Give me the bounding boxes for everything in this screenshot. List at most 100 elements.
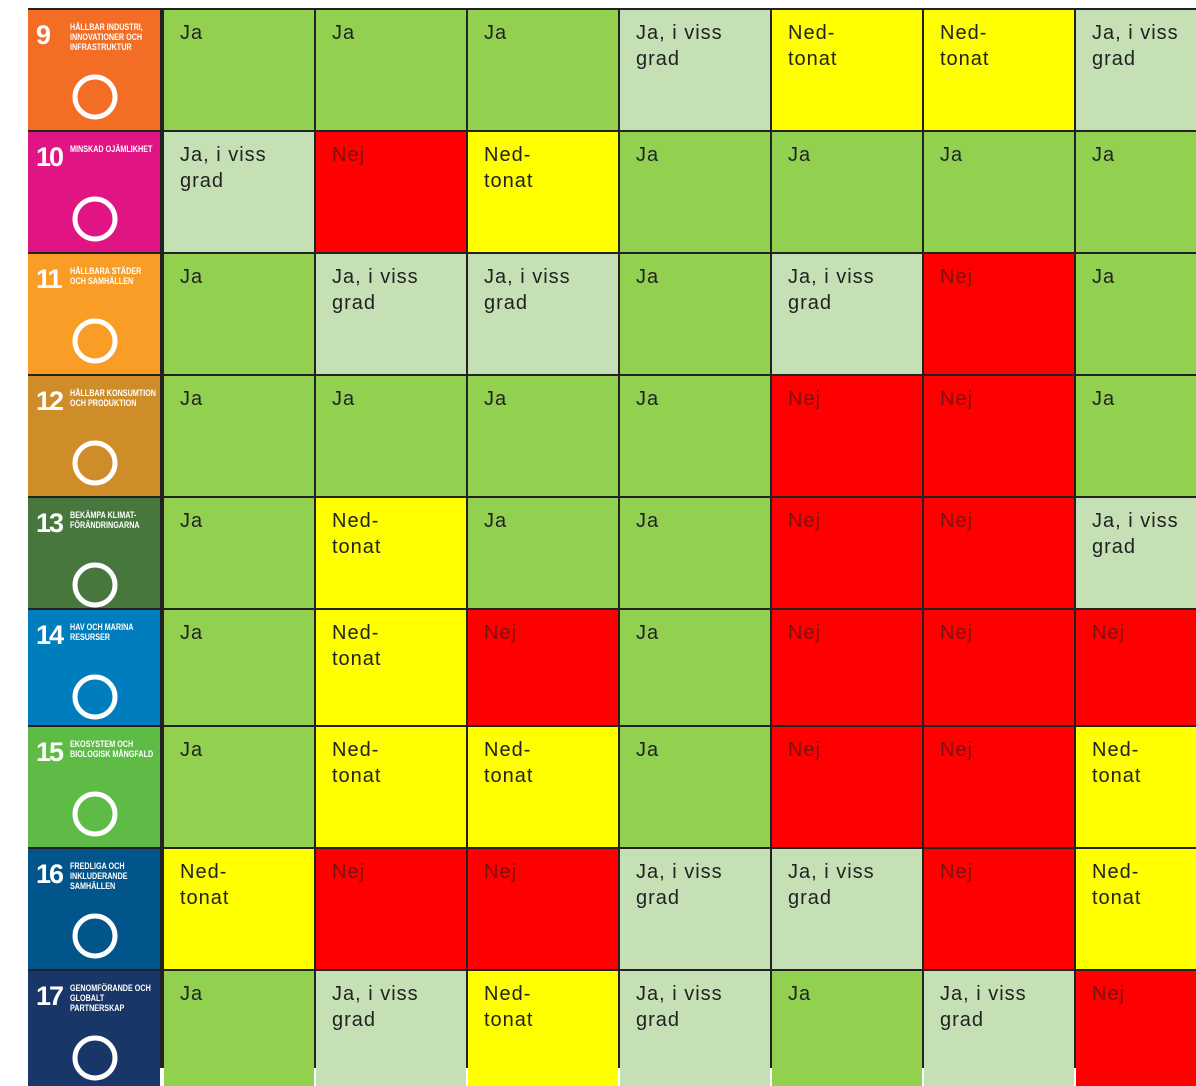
rating-cell: Ned- tonat — [772, 10, 922, 130]
goal-icon — [72, 791, 118, 837]
goal-number: 11 — [36, 264, 63, 294]
goal-number: 16 — [36, 859, 64, 889]
rating-cell: Nej — [468, 849, 618, 969]
goal-icon — [72, 74, 118, 120]
goal-tile: 16 FREDLIGA OCH INKLUDERANDE SAMHÄLLEN — [28, 849, 160, 969]
goal-number: 13 — [36, 508, 64, 538]
goal-number: 12 — [36, 386, 64, 416]
rating-cell: Ned- tonat — [316, 727, 466, 847]
rating-cell: Ja, i viss grad — [620, 971, 770, 1086]
goal-tile: 10 MINSKAD OJÄMLIKHET — [28, 132, 160, 252]
rating-cell: Ja — [620, 254, 770, 374]
rating-cell: Ja, i viss grad — [1076, 10, 1196, 130]
rating-cell: Ja, i viss grad — [316, 971, 466, 1086]
rating-cell: Nej — [924, 254, 1074, 374]
goal-title: BEKÄMPA KLIMAT-FÖRÄNDRINGARNA — [70, 510, 140, 530]
goal-icon — [72, 440, 118, 486]
goal-tile: 9 HÅLLBAR INDUSTRI, INNOVATIONER OCH INFR… — [28, 10, 160, 130]
goal-number: 9 — [36, 20, 51, 50]
goal-number: 10 — [36, 142, 64, 172]
goal-tile: 14 HAV OCH MARINA RESURSER — [28, 610, 160, 725]
goal-icon — [72, 1035, 118, 1081]
rating-cell: Ja — [1076, 132, 1196, 252]
rating-cell: Ja — [620, 376, 770, 496]
rating-cell: Ned- tonat — [924, 10, 1074, 130]
rating-cell: Ned- tonat — [468, 727, 618, 847]
goal-title: HÅLLBAR KONSUMTION OCH PRODUKTION — [70, 388, 156, 408]
rating-cell: Ned- tonat — [316, 498, 466, 608]
goal-number: 15 — [36, 737, 64, 767]
goal-tile: 11 HÅLLBARA STÄDER OCH SAMHÄLLEN — [28, 254, 160, 374]
goal-title: HÅLLBAR INDUSTRI, INNOVATIONER OCH INFRA… — [70, 22, 143, 52]
rating-cell: Ja, i viss grad — [316, 254, 466, 374]
rating-cell: Ja — [316, 10, 466, 130]
rating-cell: Ned- tonat — [468, 971, 618, 1086]
goal-tile: 12 HÅLLBAR KONSUMTION OCH PRODUKTION — [28, 376, 160, 496]
rating-cell: Nej — [1076, 971, 1196, 1086]
rating-cell: Ja, i viss grad — [620, 10, 770, 130]
goal-number: 14 — [36, 620, 64, 650]
rating-cell: Ja — [620, 132, 770, 252]
goal-title: HAV OCH MARINA RESURSER — [70, 622, 134, 642]
rating-cell: Ja — [772, 132, 922, 252]
rating-cell: Ja — [620, 610, 770, 725]
rating-cell: Nej — [924, 610, 1074, 725]
rating-cell: Ja — [468, 10, 618, 130]
goal-icon — [72, 674, 118, 720]
goal-title: GENOMFÖRANDE OCH GLOBALT PARTNERSKAP — [70, 983, 151, 1013]
rating-cell: Ned- tonat — [164, 849, 314, 969]
rating-cell: Ned- tonat — [1076, 849, 1196, 969]
rating-cell: Ja — [164, 727, 314, 847]
rating-cell: Ja, i viss grad — [772, 254, 922, 374]
rating-cell: Nej — [316, 849, 466, 969]
rating-cell: Ja, i viss grad — [620, 849, 770, 969]
rating-cell: Ja — [164, 971, 314, 1086]
goal-title: FREDLIGA OCH INKLUDERANDE SAMHÄLLEN — [70, 861, 128, 891]
rating-cell: Nej — [772, 727, 922, 847]
rating-cell: Nej — [468, 610, 618, 725]
rating-cell: Nej — [772, 610, 922, 725]
rating-cell: Ja — [468, 498, 618, 608]
goal-tile: 15 EKOSYSTEM OCH BIOLOGISK MÅNGFALD — [28, 727, 160, 847]
rating-cell: Ja — [316, 376, 466, 496]
goal-tile: 17 GENOMFÖRANDE OCH GLOBALT PARTNERSKAP — [28, 971, 160, 1086]
goal-title: MINSKAD OJÄMLIKHET — [70, 144, 153, 154]
rating-cell: Ja, i viss grad — [924, 971, 1074, 1086]
goal-title: HÅLLBARA STÄDER OCH SAMHÄLLEN — [70, 266, 142, 286]
sdg-table: 9 HÅLLBAR INDUSTRI, INNOVATIONER OCH INFR… — [28, 8, 1196, 1086]
rating-cell: Ja — [924, 132, 1074, 252]
rating-cell: Ja — [164, 10, 314, 130]
rating-cell: Nej — [924, 376, 1074, 496]
rating-cell: Ja — [620, 727, 770, 847]
goal-tile: 13 BEKÄMPA KLIMAT-FÖRÄNDRINGARNA — [28, 498, 160, 608]
rating-cell: Ja — [164, 498, 314, 608]
rating-cell: Ja, i viss grad — [164, 132, 314, 252]
rating-cell: Ja — [164, 610, 314, 725]
goal-icon — [72, 318, 118, 364]
rating-cell: Ja, i viss grad — [1076, 498, 1196, 608]
goal-icon — [72, 913, 118, 959]
rating-cell: Ja — [772, 971, 922, 1086]
rating-cell: Nej — [924, 498, 1074, 608]
goal-title: EKOSYSTEM OCH BIOLOGISK MÅNGFALD — [70, 739, 154, 759]
rating-cell: Ned- tonat — [468, 132, 618, 252]
rating-cell: Ned- tonat — [316, 610, 466, 725]
rating-cell: Ned- tonat — [1076, 727, 1196, 847]
rating-cell: Ja — [620, 498, 770, 608]
rating-cell: Ja, i viss grad — [772, 849, 922, 969]
rating-cell: Ja — [164, 376, 314, 496]
goal-icon — [72, 562, 118, 608]
rating-cell: Ja — [1076, 376, 1196, 496]
rating-cell: Nej — [924, 727, 1074, 847]
rating-cell: Ja — [1076, 254, 1196, 374]
rating-cell: Nej — [772, 376, 922, 496]
rating-cell: Nej — [316, 132, 466, 252]
rating-cell: Nej — [924, 849, 1074, 969]
rating-cell: Ja — [164, 254, 314, 374]
rating-cell: Nej — [1076, 610, 1196, 725]
rating-cell: Ja — [468, 376, 618, 496]
goal-icon — [72, 196, 118, 242]
rating-cell: Ja, i viss grad — [468, 254, 618, 374]
rating-cell: Nej — [772, 498, 922, 608]
